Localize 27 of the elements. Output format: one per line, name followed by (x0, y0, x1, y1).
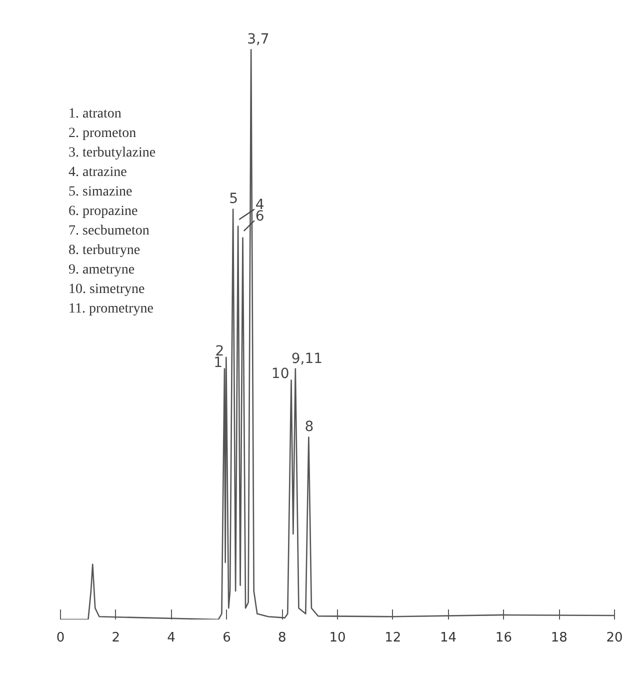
annotation: 5 (229, 191, 238, 208)
x-tick-label: 8 (278, 630, 286, 646)
x-tick-label: 20 (606, 630, 623, 646)
x-tick-label: 6 (222, 630, 231, 646)
annotation: 4. atrazine (68, 165, 127, 180)
annotation: 8 (304, 419, 314, 436)
annotation: 9. ametryne (68, 262, 135, 278)
annotation: 6. propazine (68, 204, 138, 219)
annotation: 10. simetryne (68, 282, 145, 297)
x-tick-label: 2 (112, 630, 120, 646)
annotation: 5. simazine (68, 184, 132, 200)
annotation: 3. terbutylazine (68, 146, 156, 160)
annotation: 10 (271, 366, 290, 382)
x-tick-label: 14 (440, 630, 457, 646)
x-tick-label: 16 (495, 630, 512, 646)
annotation: 7. secbumeton (68, 224, 150, 238)
annotation: 1. atraton (68, 106, 122, 122)
annotation: 11. prometryne (68, 302, 154, 316)
x-tick-label: 0 (56, 630, 65, 646)
annotation: 3,7 (247, 32, 270, 48)
x-tick-label: 12 (384, 630, 402, 646)
annotation: 2. prometon (68, 126, 136, 141)
annotation: 9,11 (291, 350, 323, 367)
x-tick-label: 18 (550, 630, 568, 646)
x-tick-label: 4 (167, 630, 176, 646)
x-tick-label: 10 (329, 630, 346, 646)
annotation: 8. terbutryne (68, 243, 140, 258)
